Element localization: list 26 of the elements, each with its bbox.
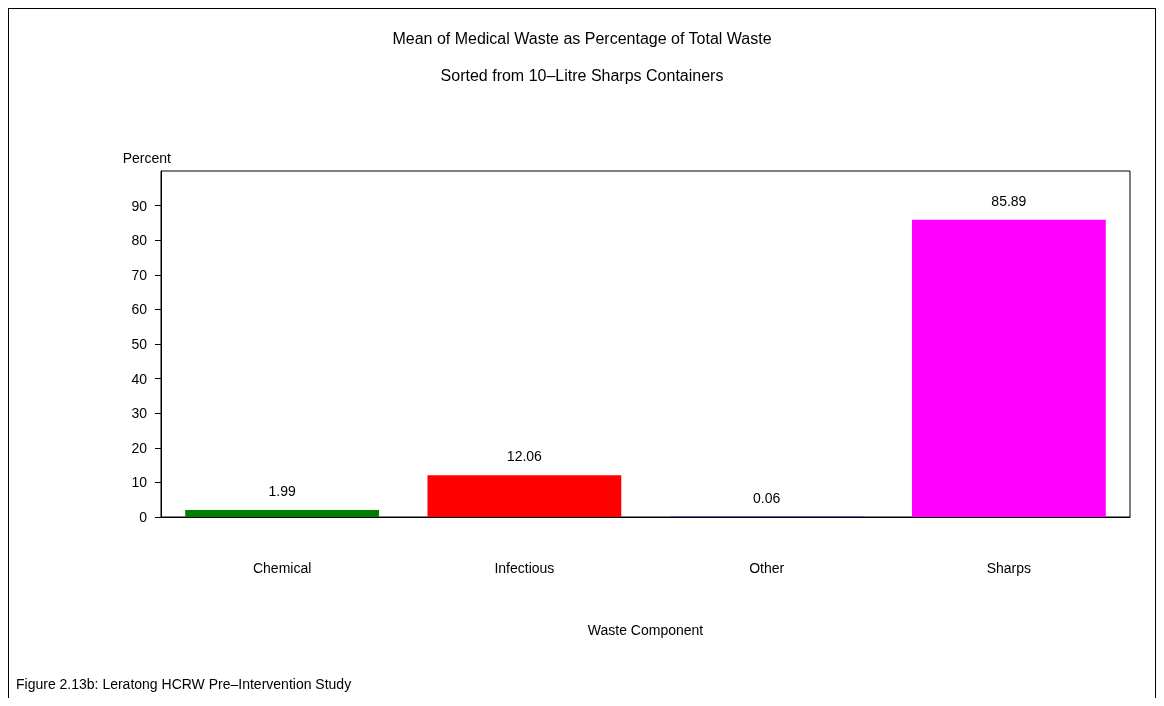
y-tick-label: 30: [131, 405, 148, 422]
bar: [185, 510, 380, 517]
y-tick-label: 20: [131, 439, 148, 456]
y-tick-label: 0: [139, 509, 148, 525]
chart-title: Mean of Medical Waste as Percentage of Total Waste: [392, 29, 772, 47]
data-label: 0.06: [753, 489, 781, 506]
x-tick-label: Sharps: [986, 560, 1032, 576]
data-label: 1.99: [268, 483, 296, 500]
y-tick-label: 60: [131, 301, 148, 318]
x-axis-title: Waste Component: [587, 622, 704, 638]
y-tick-label: 50: [131, 336, 148, 352]
y-tick-label: 10: [131, 474, 148, 491]
caption: Figure 2.13b: Leratong HCRW Pre–Intervention Study: [16, 676, 352, 692]
y-axis-title: Percent: [122, 150, 172, 166]
bar: [427, 475, 622, 517]
chart-subtitle: Sorted from 10–Litre Sharps Containers: [440, 66, 724, 84]
y-tick-label: 90: [131, 197, 148, 214]
bar: [911, 219, 1106, 517]
x-tick-label: Other: [749, 560, 785, 576]
x-tick-label: Infectious: [494, 560, 555, 576]
y-tick-label: 80: [131, 232, 148, 249]
x-tick-label: Chemical: [252, 560, 312, 576]
y-tick-label: 40: [131, 370, 148, 387]
data-label: 85.89: [991, 192, 1027, 209]
y-tick-label: 70: [131, 266, 148, 283]
data-label: 12.06: [506, 448, 543, 465]
